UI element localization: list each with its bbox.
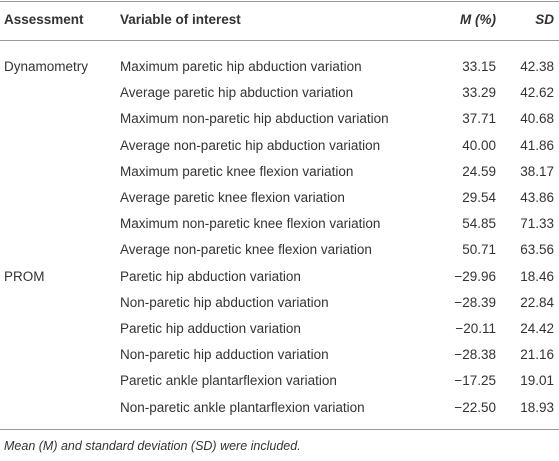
variable-cell: Non-paretic hip abduction variation	[120, 294, 329, 310]
variable-cell: Paretic hip adduction variation	[120, 321, 301, 336]
mean-cell: 33.29	[462, 85, 496, 101]
variable-cell: Maximum paretic knee flexion variation	[120, 163, 354, 179]
variable-cell: Non-paretic hip adduction variation	[120, 347, 329, 363]
mean-cell: −17.25	[454, 373, 496, 389]
variable-cell: Paretic ankle plantarflexion variation	[120, 373, 337, 389]
sd-cell: 42.38	[520, 59, 554, 74]
assessment-cell: Dynamometry	[4, 59, 89, 74]
mean-cell: 24.59	[462, 163, 496, 179]
variable-cell: Average non-paretic knee flexion variati…	[120, 242, 372, 258]
mean-cell: 50.71	[462, 242, 496, 258]
sd-cell: 71.33	[520, 216, 554, 232]
mean-cell: 54.85	[462, 216, 496, 232]
bottom-rule	[0, 429, 559, 430]
mean-cell: −28.38	[454, 347, 496, 363]
sd-cell: 43.86	[520, 190, 554, 205]
mean-cell: 40.00	[462, 137, 496, 153]
top-rule	[0, 1, 559, 2]
variable-cell: Paretic hip abduction variation	[120, 268, 301, 284]
sd-cell: 22.84	[520, 294, 554, 310]
assessment-cell: PROM	[4, 268, 45, 284]
mean-cell: 29.54	[462, 190, 496, 205]
variable-cell: Average non-paretic hip abduction variat…	[120, 137, 381, 153]
sd-cell: 38.17	[520, 163, 554, 179]
variable-cell: Maximum non-paretic knee flexion variati…	[120, 216, 381, 232]
mean-cell: −28.39	[454, 294, 496, 310]
variable-cell: Non-paretic ankle plantarflexion variati…	[120, 399, 365, 415]
sd-cell: 40.68	[520, 111, 554, 127]
sd-cell: 24.42	[520, 321, 554, 336]
sd-cell: 19.01	[520, 373, 554, 389]
variable-cell: Maximum paretic hip abduction variation	[120, 59, 362, 74]
header-cell: Assessment	[4, 12, 84, 27]
header-rule	[0, 40, 559, 41]
mean-cell: −20.11	[455, 321, 496, 336]
variable-cell: Maximum non-paretic hip abduction variat…	[120, 111, 389, 127]
mean-cell: −29.96	[454, 268, 496, 284]
variable-cell: Average paretic hip abduction variation	[120, 85, 354, 101]
table-note: Mean (M) and standard deviation (SD) wer…	[4, 439, 301, 453]
sd-cell: 18.46	[520, 268, 554, 284]
sd-cell: 42.62	[520, 85, 554, 101]
mean-cell: 33.15	[462, 59, 496, 74]
header-cell: Variable of interest	[120, 12, 241, 27]
mean-cell: 37.71	[462, 111, 496, 127]
header-cell: SD	[535, 12, 554, 27]
sd-cell: 41.86	[520, 137, 554, 153]
sd-cell: 63.56	[520, 242, 554, 258]
mean-cell: −22.50	[454, 399, 496, 415]
header-cell: M (%)	[460, 12, 496, 27]
sd-cell: 21.16	[520, 347, 554, 363]
variable-cell: Average paretic knee flexion variation	[120, 190, 345, 205]
sd-cell: 18.93	[520, 399, 554, 415]
